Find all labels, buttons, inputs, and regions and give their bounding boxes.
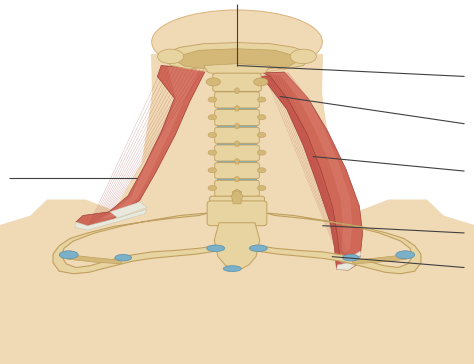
FancyBboxPatch shape [215, 180, 259, 196]
Polygon shape [171, 49, 303, 70]
Polygon shape [258, 213, 421, 274]
Ellipse shape [208, 185, 217, 190]
Polygon shape [231, 191, 243, 204]
Ellipse shape [115, 254, 131, 261]
Ellipse shape [206, 78, 220, 86]
Ellipse shape [223, 266, 241, 272]
Polygon shape [232, 189, 242, 198]
FancyBboxPatch shape [215, 163, 259, 179]
FancyBboxPatch shape [218, 87, 256, 94]
FancyBboxPatch shape [213, 73, 261, 91]
Polygon shape [0, 204, 474, 364]
FancyBboxPatch shape [218, 140, 256, 147]
Ellipse shape [254, 78, 268, 86]
Ellipse shape [290, 49, 317, 64]
Polygon shape [161, 43, 313, 69]
Polygon shape [339, 251, 361, 263]
Polygon shape [235, 123, 239, 129]
Polygon shape [204, 64, 270, 75]
Polygon shape [337, 257, 360, 270]
Polygon shape [235, 176, 239, 182]
Polygon shape [270, 73, 352, 253]
Ellipse shape [152, 10, 322, 74]
Ellipse shape [208, 97, 217, 102]
FancyBboxPatch shape [218, 176, 256, 183]
Polygon shape [261, 75, 360, 270]
Ellipse shape [396, 251, 415, 259]
Ellipse shape [249, 245, 267, 252]
Polygon shape [235, 141, 239, 146]
Ellipse shape [208, 168, 217, 173]
Polygon shape [152, 55, 322, 233]
Ellipse shape [257, 185, 266, 190]
Ellipse shape [257, 97, 266, 102]
Polygon shape [235, 158, 239, 164]
FancyBboxPatch shape [215, 127, 259, 143]
Polygon shape [67, 255, 122, 264]
Polygon shape [9, 29, 465, 364]
Ellipse shape [257, 115, 266, 120]
FancyBboxPatch shape [215, 110, 259, 126]
Polygon shape [110, 202, 147, 218]
Polygon shape [102, 67, 199, 218]
Polygon shape [75, 209, 147, 230]
Ellipse shape [257, 132, 266, 138]
FancyBboxPatch shape [218, 105, 256, 112]
Ellipse shape [207, 245, 225, 252]
FancyBboxPatch shape [218, 158, 256, 165]
Ellipse shape [208, 150, 217, 155]
FancyBboxPatch shape [218, 123, 256, 130]
Polygon shape [235, 88, 239, 94]
FancyBboxPatch shape [210, 196, 264, 216]
Polygon shape [263, 72, 363, 263]
Polygon shape [76, 66, 206, 226]
Ellipse shape [208, 115, 217, 120]
Ellipse shape [257, 150, 266, 155]
FancyBboxPatch shape [218, 193, 256, 200]
Ellipse shape [257, 168, 266, 173]
Polygon shape [235, 105, 239, 111]
FancyBboxPatch shape [215, 145, 259, 161]
Ellipse shape [59, 251, 78, 259]
Ellipse shape [342, 254, 359, 261]
Ellipse shape [157, 49, 183, 64]
FancyBboxPatch shape [207, 201, 267, 226]
Ellipse shape [208, 132, 217, 138]
Polygon shape [53, 213, 216, 274]
Polygon shape [352, 255, 407, 264]
Polygon shape [214, 223, 260, 270]
FancyBboxPatch shape [215, 92, 259, 108]
